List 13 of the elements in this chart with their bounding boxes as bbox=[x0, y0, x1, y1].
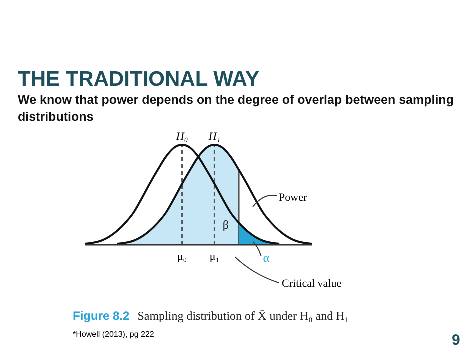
chart-title: THE TRADITIONAL WAY bbox=[18, 68, 260, 91]
text: Critical value bbox=[282, 278, 342, 290]
text: 9 bbox=[452, 332, 460, 349]
x-tick-label: μ₀ bbox=[177, 251, 188, 263]
series-label: β bbox=[222, 218, 230, 232]
series-label: α bbox=[263, 251, 270, 265]
chart-subtitle: We know that power depends on the degree of overlap between sampling distributions bbox=[18, 92, 455, 126]
series-label: H₀ bbox=[175, 131, 188, 143]
x-tick-label: μ₁ bbox=[210, 251, 220, 263]
text: *Howell (2013), pg 222 bbox=[73, 330, 155, 339]
series-label: H₁ bbox=[208, 131, 221, 143]
caption: Figure 8.2 Sampling distribution of X̄ under H₀ and H₁ bbox=[73, 309, 350, 323]
annotation: Power bbox=[279, 192, 308, 204]
